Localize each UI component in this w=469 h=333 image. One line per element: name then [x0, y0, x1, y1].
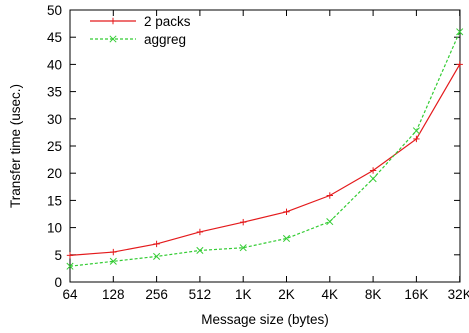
- plot-frame: [69, 9, 461, 283]
- data-point: [369, 167, 377, 174]
- x-tick-label: 256: [145, 287, 168, 302]
- data-point: [283, 208, 290, 216]
- legend-item: aggreg: [90, 32, 186, 47]
- data-point: [413, 135, 420, 143]
- data-point: [240, 218, 247, 226]
- series-line: [69, 64, 461, 256]
- y-axis-label: Transfer time (usec.): [8, 84, 23, 208]
- data-point: [109, 257, 117, 265]
- legend-item: 2 packs: [90, 14, 191, 29]
- data-point: [456, 28, 464, 36]
- x-axis-ticks: 64 128 256 512 1K 2K 4K 8K 16K 32K: [62, 10, 469, 302]
- data-point: [196, 246, 204, 255]
- data-point: [282, 234, 291, 243]
- y-tick-label: 0: [54, 275, 62, 290]
- data-point: [326, 218, 334, 226]
- series-layer: [66, 28, 464, 270]
- data-point: [456, 61, 463, 68]
- y-tick-label: 40: [47, 57, 62, 72]
- y-tick-label: 10: [47, 221, 62, 236]
- x-tick-label: 4K: [322, 287, 339, 302]
- data-point: [110, 248, 117, 256]
- series-line: [69, 31, 461, 267]
- legend-label: 2 packs: [144, 14, 191, 29]
- x-axis-label: Message size (bytes): [201, 312, 329, 327]
- x-tick-label: 8K: [365, 287, 382, 302]
- x-tick-label: 16K: [404, 287, 428, 302]
- y-tick-label: 15: [47, 193, 62, 208]
- series-0: [66, 61, 463, 259]
- data-point: [66, 262, 74, 270]
- y-tick-label: 35: [47, 85, 62, 100]
- data-point: [66, 252, 74, 259]
- y-tick-label: 20: [47, 166, 62, 181]
- x-tick-label: 2K: [278, 287, 295, 302]
- y-tick-label: 50: [47, 3, 62, 18]
- y-axis-ticks: 0 5 10 15 20 25 30 35 40 45 50: [47, 3, 460, 290]
- data-point: [369, 175, 377, 183]
- legend-label: aggreg: [144, 32, 186, 47]
- legend: 2 packs aggreg: [90, 14, 191, 47]
- data-point: [239, 244, 247, 252]
- data-point: [153, 252, 161, 260]
- y-tick-label: 25: [47, 139, 62, 154]
- x-tick-label: 64: [62, 287, 78, 302]
- x-tick-label: 1K: [235, 287, 252, 302]
- y-tick-label: 30: [47, 112, 62, 127]
- data-point: [326, 192, 333, 199]
- x-tick-label: 512: [189, 287, 212, 302]
- y-tick-label: 45: [47, 30, 62, 45]
- data-point: [153, 240, 160, 248]
- y-tick-label: 5: [54, 248, 62, 263]
- data-point: [196, 228, 204, 236]
- x-tick-label: 128: [102, 287, 125, 302]
- data-point: [412, 127, 420, 135]
- series-1: [66, 28, 464, 270]
- x-tick-label: 32K: [448, 287, 469, 302]
